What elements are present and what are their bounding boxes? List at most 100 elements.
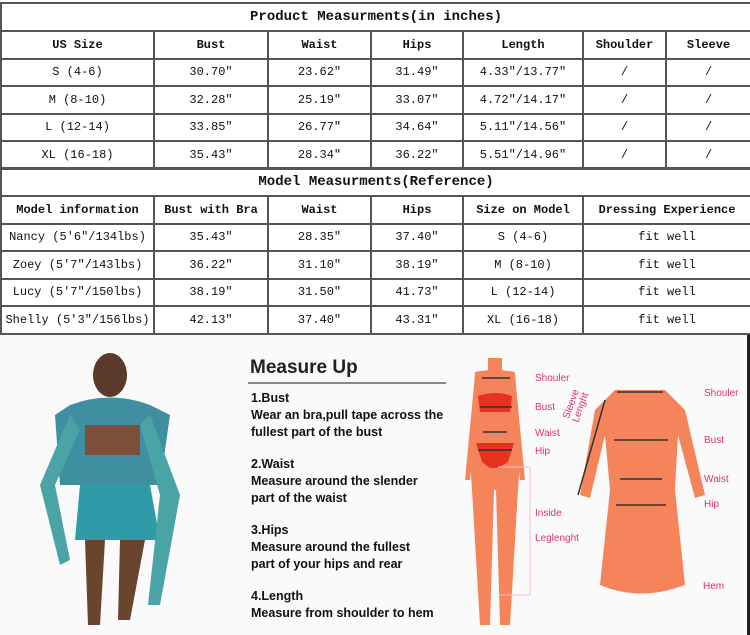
- col-header: US Size: [0, 30, 155, 60]
- table-cell: 36.22″: [370, 140, 464, 170]
- table-cell: 35.43″: [153, 222, 269, 252]
- table-row: M (8-10) 32.28″ 25.19″ 33.07″ 4.72″/14.17″ / /: [0, 85, 750, 115]
- table-cell: 31.49″: [370, 57, 464, 87]
- table-cell: XL (16-18): [0, 140, 155, 170]
- measure-guide: Measure Up 1.Bust Wear an bra,pull tape a…: [0, 335, 750, 635]
- table-cell: 31.50″: [267, 277, 372, 307]
- body-label: Hip: [535, 446, 551, 457]
- table-cell: M (8-10): [462, 250, 584, 280]
- table-cell: 41.73″: [370, 277, 464, 307]
- col-header: Hips: [370, 30, 464, 60]
- model-measurements-table: Model Measurments(Reference) Model infor…: [0, 167, 750, 335]
- table-cell: 5.11″/14.56″: [462, 112, 584, 142]
- col-header: Length: [462, 30, 584, 60]
- table-cell: 38.19″: [370, 250, 464, 280]
- divider: [248, 382, 446, 384]
- col-header: Hips: [370, 195, 464, 225]
- body-diagram: [465, 358, 705, 625]
- table-cell: /: [664, 140, 750, 170]
- table-cell: 4.33″/13.77″: [462, 57, 584, 87]
- table-cell: /: [582, 140, 667, 170]
- col-header: Waist: [267, 195, 372, 225]
- table-cell: Nancy (5'6″/134lbs): [0, 222, 155, 252]
- col-header: Model information: [0, 195, 155, 225]
- table-cell: /: [582, 112, 667, 142]
- table-row: Lucy (5'7″/150lbs) 38.19″ 31.50″ 41.73″ L (1…: [0, 277, 750, 307]
- table-cell: 37.40″: [267, 305, 372, 335]
- col-header: Shoulder: [582, 30, 667, 60]
- table-cell: 38.19″: [153, 277, 269, 307]
- table-cell: 35.43″: [153, 140, 269, 170]
- step-heading: 1.Bust: [251, 391, 290, 405]
- table-row: Zoey (5'7″/143lbs) 36.22″ 31.10″ 38.19″ M (8…: [0, 250, 750, 280]
- header-row: US Size Bust Waist Hips Length Shoulder …: [0, 30, 750, 60]
- table-cell: 30.70″: [153, 57, 269, 87]
- step-text: Measure around the fullest part of your …: [251, 540, 411, 571]
- table-cell: S (4-6): [462, 222, 584, 252]
- table-cell: 23.62″: [267, 57, 372, 87]
- table-cell: M (8-10): [0, 85, 155, 115]
- table-cell: 26.77″: [267, 112, 372, 142]
- table-cell: 32.28″: [153, 85, 269, 115]
- dress-label: Hip: [704, 499, 720, 510]
- table-cell: 33.07″: [370, 85, 464, 115]
- table-cell: /: [582, 85, 667, 115]
- table-cell: 33.85″: [153, 112, 269, 142]
- table-cell: fit well: [581, 277, 750, 307]
- guide-title: Measure Up: [250, 357, 358, 378]
- body-label: Shouler: [535, 373, 570, 384]
- model-photo: [0, 335, 235, 635]
- body-label: Leglenght: [535, 533, 579, 544]
- dress-label: Hem: [703, 581, 725, 592]
- table-cell: 43.31″: [370, 305, 464, 335]
- table-cell: L (12-14): [462, 277, 584, 307]
- product-measurements-table: Product Measurments(in inches) US Size B…: [0, 2, 750, 170]
- table-row: Shelly (5'3″/156lbs) 42.13″ 37.40″ 43.31″ XL…: [0, 305, 750, 335]
- dress-label: Waist: [704, 474, 729, 485]
- table-cell: 28.34″: [267, 140, 372, 170]
- table-cell: 36.22″: [153, 250, 269, 280]
- table-row: XL (16-18) 35.43″ 28.34″ 36.22″ 5.51″/14.96″…: [0, 140, 750, 170]
- col-header: Dressing Experience: [581, 195, 750, 225]
- step-text: Wear an bra,pull tape across the fullest…: [251, 408, 444, 439]
- table-cell: 42.13″: [153, 305, 269, 335]
- body-label: Waist: [535, 428, 560, 439]
- table-cell: 5.51″/14.96″: [462, 140, 584, 170]
- col-header: Bust: [153, 30, 269, 60]
- body-label: Inside: [535, 508, 562, 519]
- col-header: Sleeve: [664, 30, 750, 60]
- table-cell: fit well: [581, 222, 750, 252]
- table-cell: /: [664, 57, 750, 87]
- table-title: Model Measurments(Reference): [0, 167, 750, 197]
- col-header: Bust with Bra: [153, 195, 269, 225]
- step-heading: 4.Length: [251, 589, 304, 603]
- step-heading: 2.Waist: [251, 457, 295, 471]
- body-label: Bust: [535, 402, 556, 413]
- table-cell: S (4-6): [0, 57, 155, 87]
- step-text: Measure from shoulder to hem: [251, 606, 434, 620]
- table-cell: fit well: [581, 305, 750, 335]
- table-cell: Zoey (5'7″/143lbs): [0, 250, 155, 280]
- table-row: L (12-14) 33.85″ 26.77″ 34.64″ 5.11″/14.56″ /…: [0, 112, 750, 142]
- table-cell: 25.19″: [267, 85, 372, 115]
- table-cell: 4.72″/14.17″: [462, 85, 584, 115]
- table-cell: XL (16-18): [462, 305, 584, 335]
- table-cell: /: [582, 57, 667, 87]
- table-title: Product Measurments(in inches): [0, 2, 750, 32]
- table-cell: 34.64″: [370, 112, 464, 142]
- table-cell: Shelly (5'3″/156lbs): [0, 305, 155, 335]
- step-heading: 3.Hips: [251, 523, 289, 537]
- table-cell: 31.10″: [267, 250, 372, 280]
- table-cell: 37.40″: [370, 222, 464, 252]
- table-cell: L (12-14): [0, 112, 155, 142]
- dress-label: Bust: [704, 435, 725, 446]
- col-header: Waist: [267, 30, 372, 60]
- dress-label: Shouler: [704, 388, 739, 399]
- col-header: Size on Model: [462, 195, 584, 225]
- table-cell: /: [664, 112, 750, 142]
- table-cell: /: [664, 85, 750, 115]
- table-row: Nancy (5'6″/134lbs) 35.43″ 28.35″ 37.40″ S (…: [0, 222, 750, 252]
- step-text: Measure around the slender part of the w…: [251, 474, 418, 505]
- header-row: Model information Bust with Bra Waist Hi…: [0, 195, 750, 225]
- table-cell: 28.35″: [267, 222, 372, 252]
